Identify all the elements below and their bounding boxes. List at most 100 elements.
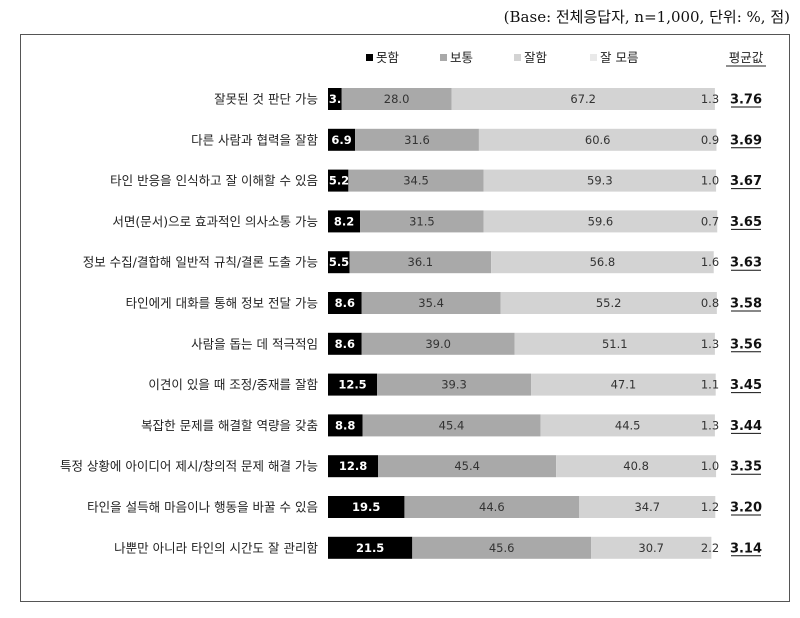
bar-segment-r5-s3 bbox=[491, 251, 714, 274]
bar-segment-r11-s2 bbox=[404, 496, 580, 518]
bar-segment-r9-s2 bbox=[362, 414, 541, 437]
value-label-r1-s2: 28.0 bbox=[384, 92, 410, 106]
value-label-r4-s1: 8.2 bbox=[334, 214, 354, 228]
bar-segment-r9-s1 bbox=[328, 414, 363, 437]
average-value-6: 3.58 bbox=[730, 297, 762, 312]
average-value-12: 3.14 bbox=[730, 541, 762, 556]
value-label-r7-s2: 39.0 bbox=[425, 337, 451, 351]
value-label-r1-s3: 67.2 bbox=[570, 92, 596, 106]
bar-segment-r7-s3 bbox=[514, 332, 715, 355]
value-label-r4-s3: 59.6 bbox=[588, 214, 614, 228]
bar-segment-r12-s2 bbox=[412, 536, 592, 559]
bar-segment-r8-s2 bbox=[377, 373, 532, 396]
value-label-r6-s3: 55.2 bbox=[596, 296, 622, 310]
value-label-r3-s3: 59.3 bbox=[587, 174, 613, 188]
value-label-r7-s3: 51.1 bbox=[602, 337, 628, 351]
average-value-7: 3.56 bbox=[730, 337, 762, 352]
bar-segment-r6-s3 bbox=[500, 292, 717, 314]
bar-segment-r7-s2 bbox=[361, 332, 515, 355]
category-label-10: 특정 상황에 아이디어 제시/창의적 문제 해결 가능 bbox=[60, 459, 318, 474]
bar-segment-r2-s3 bbox=[478, 128, 717, 151]
category-label-12: 나뿐만 아니라 타인의 시간도 잘 관리함 bbox=[114, 540, 318, 555]
base-note: (Base: 전체응답자, n=1,000, 단위: %, 점) bbox=[503, 8, 790, 26]
value-label-r6-s4: 0.8 bbox=[701, 296, 719, 310]
bar-segment-r5-s2 bbox=[349, 251, 492, 274]
value-label-r2-s1: 6.9 bbox=[331, 133, 351, 147]
average-value-8: 3.45 bbox=[730, 378, 762, 393]
value-label-r12-s4: 2.2 bbox=[701, 541, 719, 555]
bar-segment-r1-s1 bbox=[328, 88, 342, 110]
value-label-r4-s2: 31.5 bbox=[409, 214, 435, 228]
bar-segment-r4-s1 bbox=[328, 210, 361, 233]
category-label-8: 이견이 있을 때 조정/중재를 잘함 bbox=[148, 377, 318, 392]
legend-swatch-3 bbox=[514, 54, 521, 61]
value-label-r5-s3: 56.8 bbox=[590, 255, 616, 269]
value-label-r10-s4: 1.0 bbox=[701, 459, 719, 473]
bar-segment-r4-s3 bbox=[483, 210, 718, 233]
category-label-9: 복잡한 문제를 해결할 역량을 갖춤 bbox=[141, 418, 318, 433]
category-label-7: 사람을 돕는 데 적극적임 bbox=[191, 336, 318, 351]
value-label-r9-s1: 8.8 bbox=[335, 418, 355, 432]
average-value-3: 3.67 bbox=[730, 174, 762, 189]
average-value-11: 3.20 bbox=[730, 501, 762, 516]
bar-segment-r8-s3 bbox=[531, 373, 716, 396]
bar-segment-r3-s3 bbox=[483, 169, 717, 192]
legend-label-4: 잘 모름 bbox=[600, 50, 638, 65]
value-label-r8-s2: 39.3 bbox=[441, 378, 467, 392]
legend-swatch-4 bbox=[590, 54, 597, 61]
average-value-1: 3.76 bbox=[730, 93, 762, 108]
value-label-r1-s4: 1.3 bbox=[701, 92, 719, 106]
average-header: 평균값 bbox=[729, 50, 764, 65]
value-label-r7-s4: 1.3 bbox=[701, 337, 719, 351]
bar-segment-r2-s1 bbox=[328, 128, 356, 151]
bar-segment-r12-s1 bbox=[328, 536, 413, 559]
average-value-10: 3.35 bbox=[730, 460, 762, 475]
bar-segment-r2-s2 bbox=[355, 128, 479, 151]
value-label-r12-s2: 45.6 bbox=[489, 541, 515, 555]
bar-segment-r4-s2 bbox=[360, 210, 484, 233]
bar-segment-r11-s1 bbox=[328, 496, 405, 518]
bar-segment-r9-s3 bbox=[540, 414, 715, 437]
value-label-r2-s3: 60.6 bbox=[585, 133, 611, 147]
value-label-r9-s4: 1.3 bbox=[701, 418, 719, 432]
value-label-r9-s2: 45.4 bbox=[439, 418, 465, 432]
value-label-r3-s2: 34.5 bbox=[403, 174, 429, 188]
bar-segment-r10-s1 bbox=[328, 455, 379, 478]
category-label-6: 타인에게 대화를 통해 정보 전달 가능 bbox=[126, 296, 318, 311]
legend-label-3: 잘함 bbox=[524, 50, 548, 65]
bar-segment-r1-s2 bbox=[341, 88, 452, 110]
bar-segment-r12-s3 bbox=[591, 536, 712, 559]
value-label-r8-s3: 47.1 bbox=[611, 378, 637, 392]
value-label-r10-s2: 45.4 bbox=[454, 459, 480, 473]
chart-frame bbox=[20, 34, 790, 602]
bar-segment-r5-s1 bbox=[328, 251, 350, 274]
value-label-r6-s2: 35.4 bbox=[418, 296, 444, 310]
category-label-1: 잘못된 것 판단 가능 bbox=[214, 92, 318, 107]
legend-swatch-2 bbox=[440, 54, 447, 61]
bar-segment-r8-s1 bbox=[328, 373, 377, 396]
value-label-r7-s1: 8.6 bbox=[335, 337, 355, 351]
value-label-r12-s1: 21.5 bbox=[356, 541, 384, 555]
average-value-2: 3.69 bbox=[730, 133, 762, 148]
value-label-r9-s3: 44.5 bbox=[615, 418, 641, 432]
value-label-r5-s1: 5.5 bbox=[329, 255, 349, 269]
value-label-r11-s3: 34.7 bbox=[634, 500, 660, 514]
bar-segment-r3-s1 bbox=[328, 169, 349, 192]
category-label-5: 정보 수집/결합해 일반적 규칙/결론 도출 가능 bbox=[83, 255, 318, 270]
category-label-2: 다른 사람과 협력을 잘함 bbox=[191, 132, 318, 147]
bar-segment-r7-s1 bbox=[328, 332, 362, 355]
value-label-r2-s2: 31.6 bbox=[404, 133, 430, 147]
category-label-3: 타인 반응을 인식하고 잘 이해할 수 있음 bbox=[110, 173, 318, 188]
value-label-r11-s1: 19.5 bbox=[352, 500, 380, 514]
legend-label-1: 못함 bbox=[376, 50, 400, 65]
value-label-r4-s4: 0.7 bbox=[701, 214, 719, 228]
value-label-r3-s4: 1.0 bbox=[701, 174, 719, 188]
value-label-r8-s4: 1.1 bbox=[701, 378, 719, 392]
value-label-r5-s4: 1.6 bbox=[701, 255, 719, 269]
value-label-r2-s4: 0.9 bbox=[701, 133, 719, 147]
value-label-r8-s1: 12.5 bbox=[338, 378, 366, 392]
value-label-r6-s1: 8.6 bbox=[335, 296, 355, 310]
legend-label-2: 보통 bbox=[450, 50, 473, 65]
category-label-4: 서면(문서)으로 효과적인 의사소통 가능 bbox=[112, 214, 318, 229]
category-label-11: 타인을 설득해 마음이나 행동을 바꿀 수 있음 bbox=[87, 500, 318, 515]
